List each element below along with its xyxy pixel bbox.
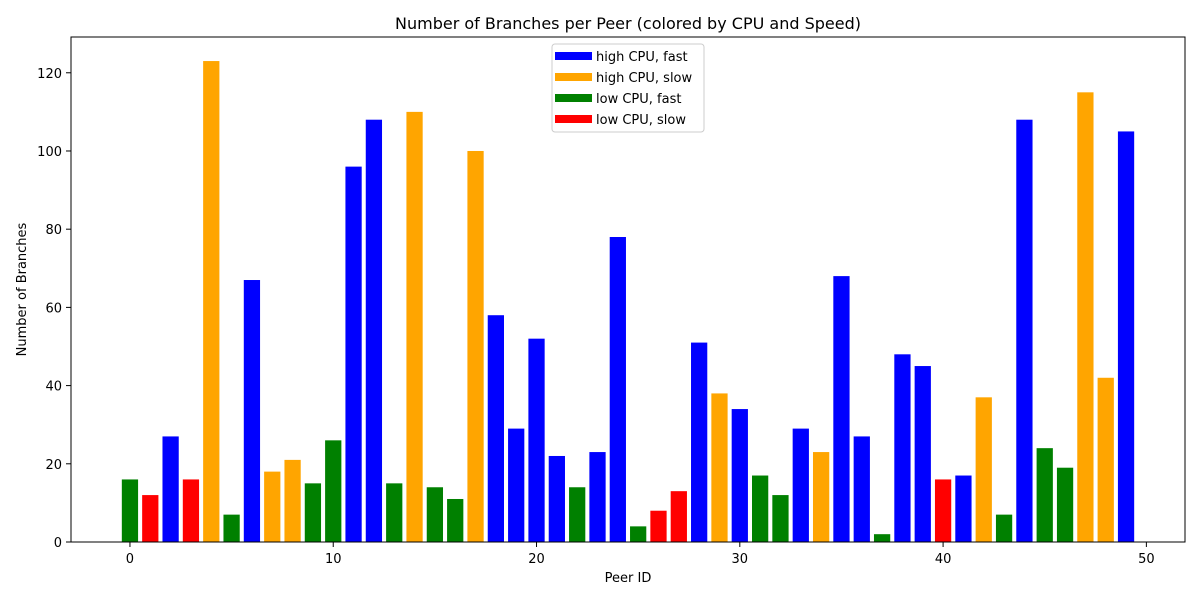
x-tick-label: 0 (126, 552, 134, 567)
bar-peer-5 (223, 514, 240, 542)
x-tick-label: 30 (732, 552, 749, 567)
bar-peer-14 (406, 111, 423, 543)
bar-peer-33 (792, 428, 809, 542)
bar-peer-21 (548, 455, 565, 542)
bar-peer-2 (162, 436, 179, 542)
bar-peer-10 (325, 440, 342, 542)
x-tick-label: 40 (935, 552, 952, 567)
bar-peer-34 (812, 452, 830, 542)
bar-peer-38 (894, 354, 911, 542)
plot-frame (70, 36, 1186, 543)
bar-peer-49 (1117, 131, 1135, 542)
bar-peer-20 (528, 338, 545, 542)
bar-peer-25 (630, 526, 647, 542)
bar-peer-26 (650, 510, 667, 542)
bar-peer-45 (1036, 448, 1053, 542)
legend-box (551, 43, 705, 133)
y-tick-label: 100 (37, 145, 62, 160)
bar-peer-43 (995, 514, 1013, 542)
bar-peer-11 (345, 166, 362, 542)
x-axis-ticks: 0 10 20 30 40 50 (126, 542, 1155, 567)
bar-peer-9 (304, 483, 322, 542)
bar-peer-7 (264, 471, 281, 542)
bar-peer-22 (569, 487, 586, 542)
y-tick-label: 80 (45, 223, 62, 238)
bar-peer-31 (752, 475, 769, 542)
bar-peer-36 (853, 436, 870, 542)
bar-peer-0 (121, 479, 139, 542)
bar-peer-13 (386, 483, 403, 542)
bar-peer-8 (284, 459, 301, 542)
bar-peer-6 (243, 280, 261, 542)
bar-peer-18 (487, 315, 504, 542)
bar-peer-40 (934, 479, 952, 542)
bar-peer-4 (203, 61, 220, 543)
legend-label: high CPU, slow (596, 71, 693, 86)
bar-peer-16 (447, 498, 464, 542)
bar-peer-46 (1056, 467, 1074, 542)
bar-peer-37 (873, 534, 891, 542)
bar-peer-30 (731, 409, 748, 542)
x-tick-label: 50 (1138, 552, 1155, 567)
bar-peer-47 (1077, 92, 1094, 542)
y-tick-label: 20 (45, 458, 62, 473)
x-tick-label: 10 (325, 552, 342, 567)
bar-peer-39 (914, 366, 931, 542)
y-axis-label: Number of Branches (15, 222, 30, 356)
bar-peer-29 (711, 393, 728, 542)
bar-peer-42 (975, 397, 992, 542)
y-tick-label: 120 (37, 67, 62, 82)
bar-peer-3 (182, 479, 200, 542)
bar-peer-35 (833, 276, 850, 542)
bar-peer-44 (1016, 119, 1033, 542)
legend-label: high CPU, fast (596, 50, 688, 65)
x-tick-label: 20 (528, 552, 545, 567)
y-tick-label: 0 (54, 536, 62, 551)
y-tick-label: 40 (45, 380, 62, 395)
bar-peer-19 (508, 428, 525, 542)
bar-peer-1 (142, 495, 159, 542)
bars-group (121, 61, 1135, 543)
chart-title: Number of Branches per Peer (colored by … (395, 14, 861, 33)
bar-peer-28 (691, 342, 708, 542)
bar-peer-12 (365, 119, 383, 542)
bar-peer-23 (589, 452, 606, 542)
legend: high CPU, fast high CPU, slow low CPU, fas… (551, 43, 705, 133)
legend-label: low CPU, fast (596, 92, 681, 107)
legend-label: low CPU, slow (596, 113, 686, 128)
bar-peer-41 (955, 475, 972, 542)
bar-peer-24 (609, 237, 626, 543)
bar-peer-32 (772, 495, 789, 542)
bar-peer-27 (670, 491, 687, 542)
y-axis-ticks: 0 20 40 60 80 100 120 (37, 67, 71, 551)
bar-peer-15 (426, 487, 444, 542)
bar-peer-17 (467, 150, 484, 542)
bar-peer-48 (1097, 377, 1114, 542)
x-axis-label: Peer ID (605, 571, 652, 586)
y-tick-label: 60 (45, 301, 62, 316)
